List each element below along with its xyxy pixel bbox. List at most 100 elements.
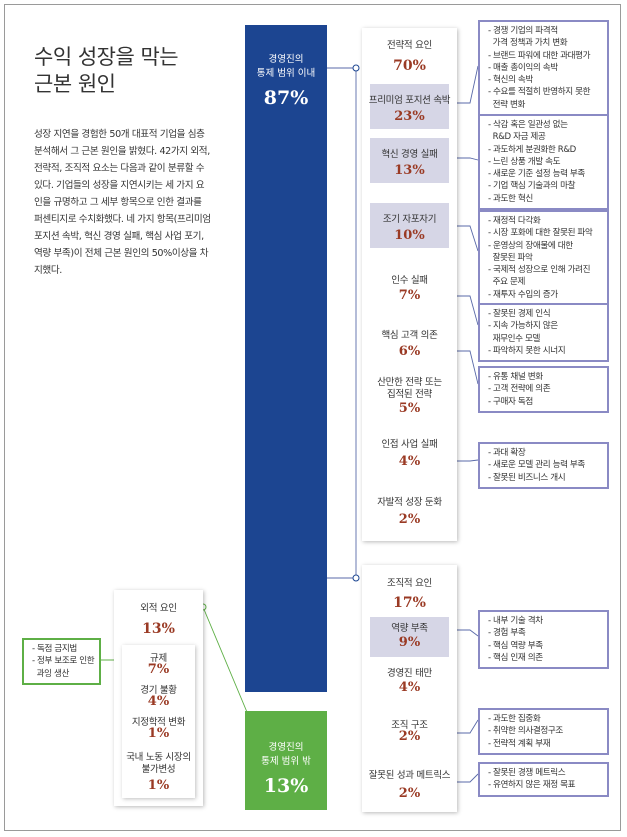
note-line: - 국제적 성장으로 인해 가려진 — [488, 265, 591, 276]
strategic-item-value: 10% — [394, 228, 425, 243]
note-premium-position: - 경쟁 기업의 파격적 가격 정책과 가치 변화 - 브랜드 파워에 대한 과… — [478, 20, 609, 117]
note-line: R&D 자금 제공 — [488, 132, 546, 143]
note-line: - 유통 채널 변화 — [488, 372, 543, 382]
note-line: - 삭감 혹은 일관성 없는 — [488, 120, 568, 130]
uncontrollable-bar: 경영진의 통제 범위 밖 13% — [245, 711, 327, 810]
strategic-item-highlight — [370, 84, 449, 129]
controllable-label: 통제 범위 이내 — [256, 68, 316, 79]
organizational-item-label: 잘못된 성과 메트릭스 — [368, 770, 451, 781]
organizational-item-value: 2% — [398, 729, 421, 744]
external-card: 외적 요인 13% 규제 7% 경기 불황 4% 지정학적 변화 1% 국내 노… — [114, 590, 203, 806]
strategic-item-label: 조기 자포자기 — [382, 214, 437, 225]
strategic-item-value: 13% — [394, 163, 425, 178]
note-line: - 전략적 계획 부재 — [488, 738, 551, 749]
title-line: 근본 원인 — [34, 72, 116, 96]
note-line: - 과도한 혁신 — [488, 193, 533, 204]
controllable-value: 87% — [263, 87, 309, 109]
note-line: - 혁신의 속박 — [488, 75, 533, 86]
strategic-item-label: 인수 실패 — [391, 275, 428, 286]
strategic-item-label: 자발적 성장 둔화 — [377, 497, 442, 508]
intro-paragraph: 성장 지연을 경험한 50개 대표적 기업을 심층 분석해서 그 근본 원인을 … — [34, 129, 211, 276]
note-acquisition: - 잘못된 경제 인식 - 지속 가능하지 않은 재무인수 모델 - 파악하지 … — [478, 303, 609, 363]
note-line: - 잘못된 경제 인식 — [488, 309, 551, 319]
strategic-item-highlight — [370, 138, 449, 183]
note-line: - 파악하지 못한 시너지 — [488, 345, 566, 356]
note-line: - 새로운 기준 설정 능력 부족 — [488, 169, 585, 180]
note-line: - 새로운 모델 관리 능력 부족 — [488, 460, 585, 471]
strategic-card: 전략적 요인 70% 프리미엄 포지션 속박 23% 혁신 경영 실패 13% … — [362, 28, 457, 541]
strategic-item-label: 프리미엄 포지션 속박 — [368, 95, 451, 106]
strategic-label: 전략적 요인 — [387, 40, 432, 51]
controllable-bar: 경영진의 통제 범위 이내 87% — [245, 25, 327, 692]
note-line: 주요 문제 — [488, 277, 526, 288]
strategic-item-value: 23% — [394, 109, 425, 124]
note-adjacent-business: - 과대 확장 - 새로운 모델 관리 능력 부족 - 잘못된 비즈니스 개시 — [478, 442, 609, 489]
organizational-item-value: 4% — [398, 680, 421, 695]
note-line: - 과도한 집중화 — [488, 714, 541, 724]
note-innovation: - 삭감 혹은 일관성 없는 R&D 자금 제공 - 과도하게 분권화한 R&D… — [478, 114, 609, 211]
note-line: - 독점 금지법 — [32, 644, 77, 654]
note-line: - 지속 가능하지 않은 — [488, 321, 558, 332]
organizational-item-label: 조직 구조 — [391, 720, 428, 731]
organizational-value: 17% — [393, 595, 426, 611]
external-item-label: 경기 불황 — [140, 685, 177, 696]
note-line: - 정부 보조로 인한 — [32, 656, 95, 667]
uncontrollable-label: 경영진의 — [268, 742, 304, 753]
note-line: - 느린 상품 개발 속도 — [488, 156, 561, 167]
note-line: - 고객 전략에 의존 — [488, 384, 551, 395]
external-label: 외적 요인 — [140, 603, 177, 614]
external-item-label: 규제 — [150, 653, 167, 664]
organizational-item-label: 경영진 태만 — [387, 668, 432, 679]
external-value: 13% — [142, 621, 175, 637]
note-line: - 구매자 독점 — [488, 396, 533, 407]
note-early-abandon: - 재정적 다각화 - 시장 포화에 대한 잘못된 파악 - 운영상의 장애물에… — [478, 210, 609, 307]
note-line: - 취약한 의사결정구조 — [488, 726, 563, 737]
note-metrics: - 잘못된 경쟁 메트릭스 - 유연하지 않은 재정 목표 — [478, 762, 609, 797]
note-core-customer: - 유통 채널 변화 - 고객 전략에 의존 - 구매자 독점 — [478, 366, 609, 413]
title-line: 수익 성장을 막는 — [34, 45, 179, 69]
organizational-item-value: 9% — [398, 635, 421, 650]
note-line: - 잘못된 경쟁 메트릭스 — [488, 768, 566, 778]
note-external: - 독점 금지법 - 정부 보조로 인한 과잉 생산 — [22, 638, 101, 685]
note-line: - 브랜드 파워에 대한 과대평가 — [488, 50, 591, 61]
note-line: - 경쟁 기업의 파격적 — [488, 26, 558, 36]
external-item-value: 1% — [147, 726, 170, 741]
page-frame — [4, 4, 621, 831]
organizational-item-value: 2% — [398, 786, 421, 801]
note-line: 재무인수 모델 — [488, 333, 541, 344]
strategic-item-value: 7% — [398, 288, 421, 303]
note-line: - 핵심 역량 부족 — [488, 640, 543, 651]
external-subcard — [122, 645, 195, 798]
note-line: 잘못된 파악 — [488, 252, 533, 263]
organizational-item-label: 역량 부족 — [391, 623, 428, 634]
note-capability: - 내부 기술 격차 - 경험 부족 - 핵심 역량 부족 - 핵심 인재 의존 — [478, 610, 609, 670]
note-line: - 재투자 수입의 증가 — [488, 289, 558, 300]
note-line: - 시장 포화에 대한 잘못된 파악 — [488, 228, 593, 239]
note-org-structure: - 과도한 집중화 - 취약한 의사결정구조 - 전략적 계획 부재 — [478, 708, 609, 755]
strategic-item-label: 산만한 전략 또는 집적된 전략 — [377, 377, 442, 400]
note-line: - 매출 총이익의 속박 — [488, 62, 558, 73]
strategic-item-value: 2% — [398, 512, 421, 527]
organizational-label: 조직적 요인 — [387, 578, 432, 589]
organizational-item-highlight — [370, 617, 449, 657]
controllable-label: 경영진의 — [268, 54, 304, 65]
note-line: - 내부 기술 격차 — [488, 616, 543, 626]
strategic-item-value: 5% — [398, 401, 421, 416]
strategic-item-label: 핵심 고객 의존 — [381, 330, 438, 341]
external-item-label: 지정학적 변화 — [131, 717, 186, 728]
note-line: - 운영상의 장애물에 대한 — [488, 240, 573, 251]
note-line: - 과대 확장 — [488, 448, 526, 458]
strategic-item-value: 6% — [398, 344, 421, 359]
note-line: - 경험 부족 — [488, 628, 526, 639]
note-line: - 과도하게 분권화한 R&D — [488, 144, 576, 155]
note-line: - 유연하지 않은 재정 목표 — [488, 780, 576, 791]
organizational-card: 조직적 요인 17% 역량 부족 9% 경영진 태만 4% 조직 구조 2% 잘… — [362, 565, 457, 812]
uncontrollable-value: 13% — [263, 775, 309, 797]
strategic-item-value: 4% — [398, 454, 421, 469]
note-line: 전략 변화 — [488, 99, 526, 110]
strategic-value: 70% — [393, 58, 426, 74]
note-line: - 기업 핵심 기술과의 마찰 — [488, 181, 576, 192]
strategic-item-label: 혁신 경영 실패 — [381, 149, 438, 160]
note-line: 과잉 생산 — [32, 668, 70, 679]
